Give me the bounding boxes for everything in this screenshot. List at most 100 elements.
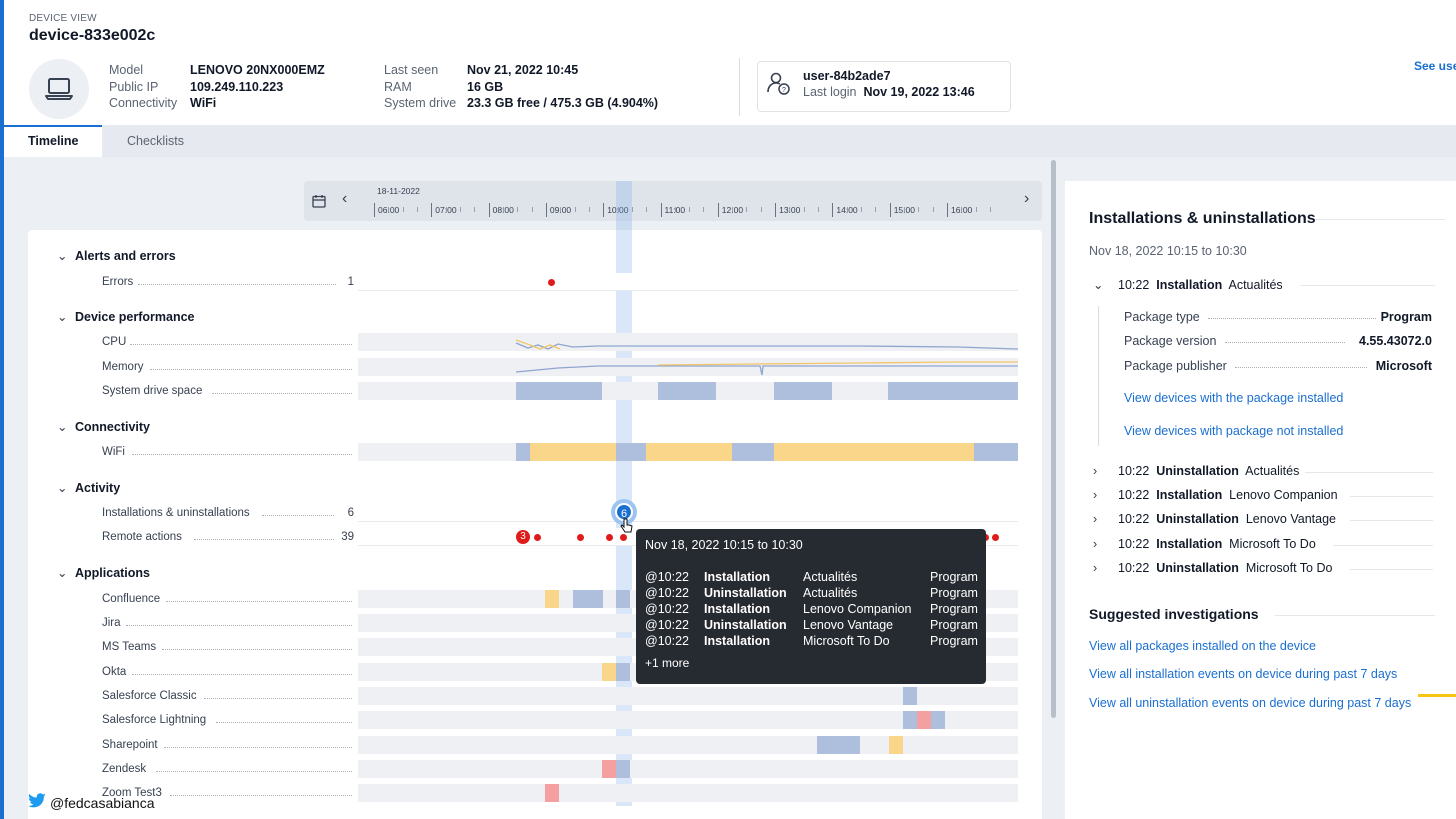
track-system-drive[interactable]: [358, 382, 1018, 400]
section-activity[interactable]: ⌄ Activity: [57, 480, 120, 495]
track-cpu[interactable]: [358, 333, 1018, 351]
drive-segment[interactable]: [516, 382, 602, 400]
ruler-minor-tick: [502, 207, 504, 212]
track-memory[interactable]: [358, 358, 1018, 376]
ruler-minor-tick: [574, 207, 576, 212]
event-row[interactable]: › 10:22 Uninstallation Lenovo Vantage: [1093, 512, 1336, 526]
ruler-minor-tick: [789, 207, 791, 212]
app-segment[interactable]: [616, 760, 630, 778]
tab-timeline[interactable]: Timeline: [4, 125, 103, 157]
track-salesforce-classic[interactable]: [358, 687, 1018, 705]
drive-segment[interactable]: [658, 382, 716, 400]
prop-last-seen-value: Nov 21, 2022 10:45: [467, 63, 579, 77]
wifi-segment[interactable]: [516, 443, 530, 461]
tooltip-time: @10:22: [645, 634, 689, 648]
timeline-scrollbar[interactable]: [1051, 160, 1056, 718]
app-segment[interactable]: [602, 760, 616, 778]
drive-segment[interactable]: [774, 382, 832, 400]
track-zoom-test3[interactable]: [358, 784, 1018, 802]
user-card[interactable]: ? user-84b2ade7 Last login Nov 19, 2022 …: [757, 61, 1011, 112]
link-devices-without-package[interactable]: View devices with package not installed: [1124, 424, 1344, 438]
detail-package-publisher: Package publisher Microsoft: [1124, 359, 1432, 373]
section-connectivity[interactable]: ⌄ Connectivity: [57, 419, 150, 434]
track-wifi[interactable]: [358, 443, 1018, 461]
app-segment[interactable]: [602, 663, 616, 681]
tab-checklists[interactable]: Checklists: [127, 134, 184, 148]
event-type: Uninstallation: [1156, 464, 1239, 478]
ruler-minor-tick: [961, 207, 963, 212]
app-segment[interactable]: [545, 784, 559, 802]
event-name: Actualités: [1228, 278, 1283, 292]
event-name: Actualités: [1245, 464, 1300, 478]
user-name[interactable]: user-84b2ade7: [803, 69, 891, 83]
app-segment[interactable]: [573, 590, 603, 608]
ruler-minor-tick: [388, 207, 390, 212]
ruler-minor-tick: [760, 207, 762, 212]
track-salesforce-lightning[interactable]: [358, 711, 1018, 729]
event-row[interactable]: › 10:22 Installation Microsoft To Do: [1093, 537, 1316, 551]
section-device-performance[interactable]: ⌄ Device performance: [57, 309, 195, 324]
remote-action-marker[interactable]: [534, 534, 541, 541]
time-ruler[interactable]: ‹ 18-11-2022 › 06:0007:0008:0009:0010:00…: [304, 181, 1042, 221]
link-uninstallation-events[interactable]: View all uninstallation events on device…: [1089, 696, 1412, 710]
wifi-segment[interactable]: [646, 443, 732, 461]
event-row[interactable]: › 10:22 Installation Lenovo Companion: [1093, 488, 1338, 502]
ruler-minor-tick: [631, 207, 633, 212]
ruler-tick-label: 11:00: [660, 203, 685, 217]
section-applications[interactable]: ⌄ Applications: [57, 565, 150, 580]
chevron-down-icon: ⌄: [57, 310, 68, 324]
dotted-leader: [132, 674, 352, 675]
link-all-packages[interactable]: View all packages installed on the devic…: [1089, 639, 1316, 653]
event-time: 10:22: [1118, 278, 1150, 292]
event-row[interactable]: › 10:22 Uninstallation Actualités: [1093, 464, 1299, 478]
app-segment[interactable]: [903, 711, 917, 729]
divider: [1305, 472, 1433, 473]
row-label-ms-teams: MS Teams: [102, 641, 157, 653]
wifi-segment[interactable]: [616, 443, 646, 461]
app-segment[interactable]: [889, 736, 903, 754]
divider: [1350, 496, 1433, 497]
prop-key: System drive: [384, 96, 457, 110]
event-row[interactable]: › 10:22 Uninstallation Microsoft To Do: [1093, 561, 1332, 575]
wifi-segment[interactable]: [732, 443, 774, 461]
remote-action-marker[interactable]: [606, 534, 613, 541]
app-segment[interactable]: [931, 711, 945, 729]
track-zendesk[interactable]: [358, 760, 1018, 778]
row-label-system-drive: System drive space: [102, 385, 203, 397]
link-installation-events[interactable]: View all installation events on device d…: [1089, 667, 1398, 681]
track-installations[interactable]: 6: [358, 499, 1018, 525]
row-label-remote-actions: Remote actions: [102, 531, 182, 543]
remote-action-marker[interactable]: [577, 534, 584, 541]
hand-cursor-icon: [620, 518, 634, 539]
wifi-segment[interactable]: [974, 443, 1018, 461]
track-errors[interactable]: [358, 273, 1018, 291]
app-segment[interactable]: [917, 711, 931, 729]
wifi-segment[interactable]: [530, 443, 616, 461]
remote-action-marker[interactable]: [620, 534, 627, 541]
dotted-leader: [1208, 318, 1376, 319]
app-segment[interactable]: [616, 590, 630, 608]
app-segment[interactable]: [903, 687, 917, 705]
event-type: Uninstallation: [1156, 561, 1239, 575]
link-devices-with-package[interactable]: View devices with the package installed: [1124, 391, 1344, 405]
remote-action-marker[interactable]: [992, 534, 999, 541]
tooltip-more[interactable]: +1 more: [645, 656, 690, 670]
event-expanded-header[interactable]: ⌄ 10:22 Installation Actualités: [1093, 277, 1283, 292]
calendar-icon[interactable]: [312, 194, 326, 213]
wifi-segment[interactable]: [774, 443, 974, 461]
detail-value: Program: [1380, 310, 1432, 324]
ruler-tick-label: 06:00: [374, 203, 399, 217]
track-sharepoint[interactable]: [358, 736, 1018, 754]
chevron-left-icon[interactable]: ‹: [342, 190, 348, 207]
see-user-link[interactable]: See use: [1414, 59, 1456, 73]
error-marker[interactable]: [548, 279, 555, 286]
app-segment[interactable]: [616, 663, 630, 681]
chevron-right-icon[interactable]: ›: [1024, 190, 1030, 207]
section-title: Alerts and errors: [75, 249, 176, 263]
chevron-down-icon: ⌄: [57, 249, 68, 263]
drive-segment[interactable]: [888, 382, 1018, 400]
remote-actions-bubble[interactable]: 3: [516, 530, 530, 544]
app-segment[interactable]: [817, 736, 860, 754]
app-segment[interactable]: [545, 590, 559, 608]
section-alerts-errors[interactable]: ⌄ Alerts and errors: [57, 248, 176, 263]
